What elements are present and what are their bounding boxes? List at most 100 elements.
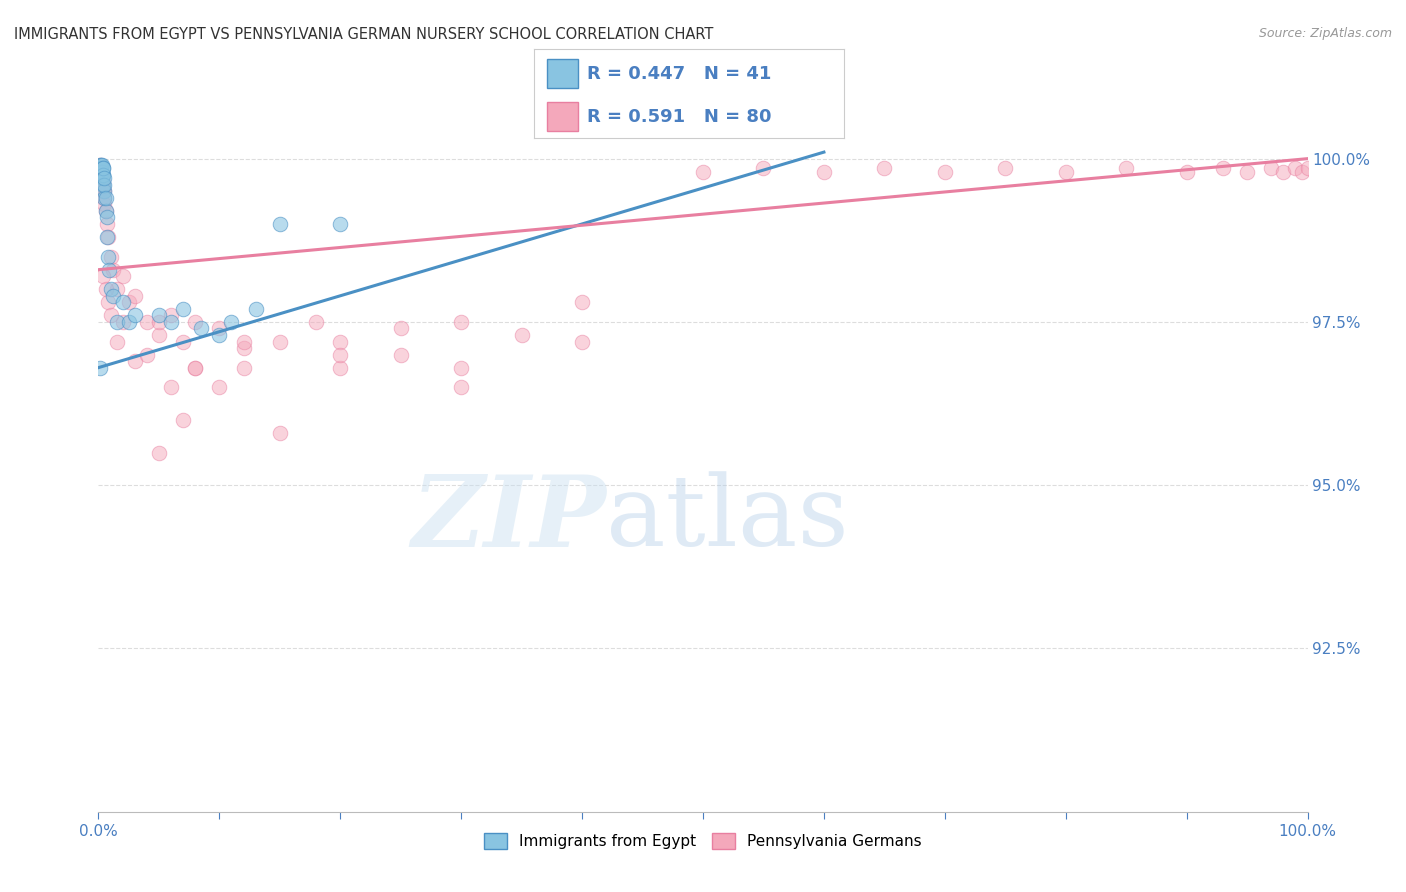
Point (232, 341, 254, 355)
Point (269, 334, 291, 349)
Point (389, 347, 412, 361)
Point (87, 161, 110, 176)
Point (450, 315, 472, 329)
Point (90, 174, 112, 188)
Point (873, 161, 896, 176)
Point (245, 301, 267, 316)
Point (1115, 161, 1137, 176)
Point (94, 203, 117, 218)
Point (89, 168, 111, 182)
Point (994, 161, 1017, 176)
Point (93, 191, 115, 205)
Point (98, 262, 121, 277)
Point (105, 315, 128, 329)
Point (221, 315, 243, 329)
Point (124, 289, 146, 303)
Point (329, 360, 352, 375)
Point (94, 203, 117, 218)
Point (91, 171, 114, 186)
Point (389, 321, 412, 335)
Point (1272, 164, 1295, 178)
Point (89, 164, 111, 178)
Point (208, 328, 231, 343)
Point (90, 168, 112, 182)
Point (90, 164, 112, 178)
Point (1212, 161, 1234, 176)
Point (184, 315, 207, 329)
Point (96, 217, 118, 231)
Point (160, 380, 183, 394)
Point (1284, 161, 1306, 176)
Point (160, 315, 183, 329)
Point (91, 168, 114, 182)
Point (1236, 164, 1258, 178)
Point (93, 178, 115, 192)
Point (1260, 161, 1282, 176)
Point (184, 360, 207, 375)
Point (100, 309, 122, 323)
Point (450, 380, 472, 394)
Point (148, 315, 170, 329)
Point (93, 191, 115, 205)
Point (305, 315, 328, 329)
Point (934, 164, 956, 178)
Point (91, 171, 114, 186)
Point (91, 161, 114, 176)
Point (232, 360, 254, 375)
Point (101, 289, 124, 303)
Bar (547, 102, 578, 131)
Point (89, 161, 111, 176)
Point (752, 161, 775, 176)
Point (89, 161, 111, 176)
Point (93, 184, 115, 198)
Point (91, 178, 114, 192)
Point (172, 301, 194, 316)
Point (93, 184, 115, 198)
Point (813, 164, 835, 178)
Point (91, 269, 114, 284)
Text: ZIP: ZIP (412, 471, 606, 567)
Point (510, 328, 533, 343)
Point (692, 164, 714, 178)
Point (190, 321, 212, 335)
Point (91, 181, 114, 195)
Text: R = 0.447   N = 41: R = 0.447 N = 41 (586, 65, 772, 83)
Point (97, 230, 120, 244)
Point (135, 315, 157, 329)
Point (100, 282, 122, 296)
Point (91, 168, 114, 182)
Point (118, 315, 141, 329)
Point (90, 161, 112, 176)
Point (269, 217, 291, 231)
Point (118, 295, 141, 310)
Point (90, 158, 112, 172)
Point (90, 164, 112, 178)
Point (111, 315, 134, 329)
Bar (547, 59, 578, 88)
Point (160, 309, 183, 323)
Point (101, 262, 124, 277)
Legend: Immigrants from Egypt, Pennsylvania Germans: Immigrants from Egypt, Pennsylvania Germ… (478, 827, 928, 855)
Point (105, 334, 128, 349)
Point (91, 174, 114, 188)
Point (232, 334, 254, 349)
Text: R = 0.591   N = 80: R = 0.591 N = 80 (586, 108, 772, 126)
Point (1291, 164, 1313, 178)
Point (450, 360, 472, 375)
Point (91, 178, 114, 192)
Point (93, 171, 115, 186)
Point (94, 282, 117, 296)
Point (89, 161, 111, 176)
Point (269, 425, 291, 440)
Point (91, 161, 114, 176)
Point (329, 334, 352, 349)
Point (148, 309, 170, 323)
Point (89, 158, 111, 172)
Text: IMMIGRANTS FROM EGYPT VS PENNSYLVANIA GERMAN NURSERY SCHOOL CORRELATION CHART: IMMIGRANTS FROM EGYPT VS PENNSYLVANIA GE… (14, 27, 713, 42)
Point (97, 295, 120, 310)
Text: atlas: atlas (606, 471, 849, 567)
Point (1175, 164, 1198, 178)
Point (100, 250, 122, 264)
Point (1054, 164, 1077, 178)
Point (172, 334, 194, 349)
